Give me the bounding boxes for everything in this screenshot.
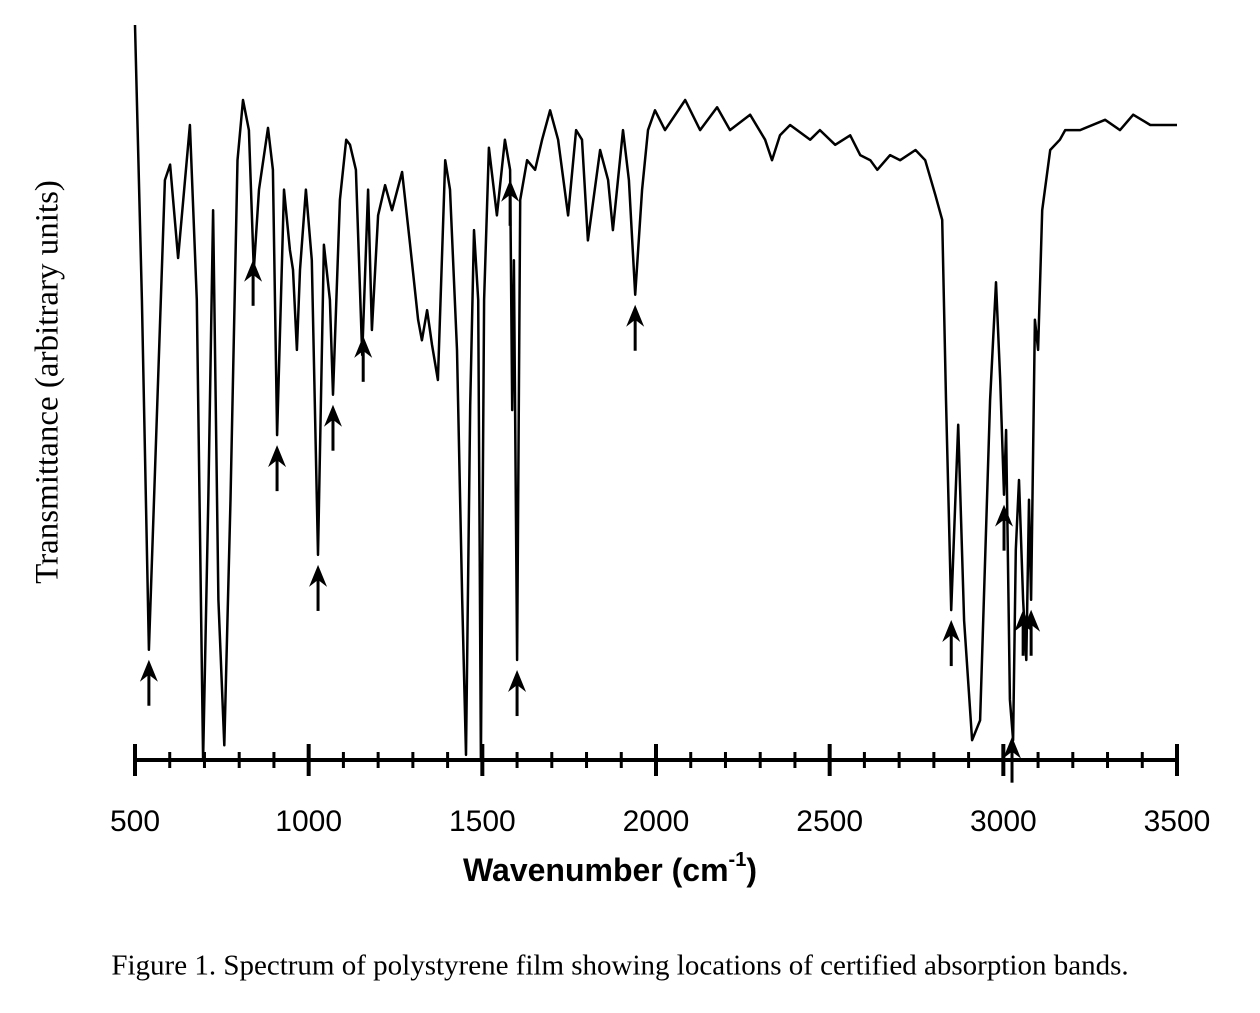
arrow-head [995,504,1014,527]
x-tick-label: 2000 [623,805,690,838]
arrow-head [244,259,263,282]
band-arrow [244,259,263,306]
arrow-head [942,620,961,643]
spectrum-line [133,24,1177,762]
arrow-head [323,404,342,427]
x-label-tail: ) [746,852,757,888]
arrow-head [139,659,158,682]
x-tick-label: 1000 [275,805,342,838]
x-label-text: Wavenumber (cm [463,852,729,888]
band-arrow [268,445,287,492]
band-arrow [508,670,527,717]
y-axis-label: Transmittance (arbitrary units) [30,180,66,584]
arrow-head [1022,609,1041,632]
arrow-head [309,564,328,587]
caption: Figure 1. Spectrum of polystyrene film s… [111,950,1128,982]
x-tick-label: 500 [110,805,160,838]
arrow-head [354,335,373,358]
band-arrow [139,659,158,706]
x-tick-label: 2500 [796,805,863,838]
band-arrow [354,335,373,382]
x-tick-label: 3500 [1144,805,1211,838]
arrow-head [626,304,645,327]
band-arrow [323,404,342,451]
x-tick-label: 1500 [449,805,516,838]
band-arrow [1022,609,1041,656]
x-tick-label: 3000 [970,805,1037,838]
arrow-head [501,179,520,202]
x-axis-label: Wavenumber (cm-1) [463,849,757,888]
band-arrow [501,179,520,226]
x-label-sup: -1 [729,849,747,871]
band-arrow [942,620,961,667]
arrow-head [1003,736,1022,759]
arrow-head [268,445,287,468]
band-arrow [995,504,1014,551]
band-arrow [1003,736,1022,783]
band-arrow [626,304,645,351]
band-arrow [309,564,328,611]
arrow-head [508,670,527,693]
